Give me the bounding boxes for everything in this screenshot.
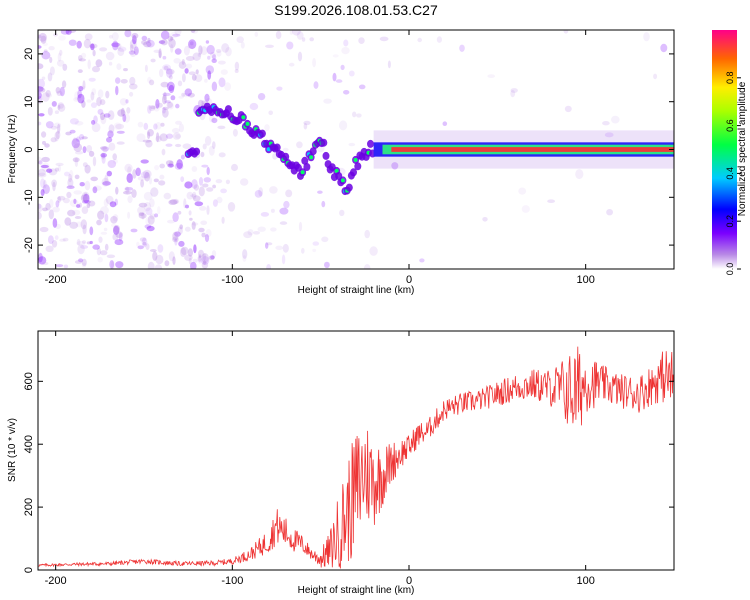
spectrogram-y-tick-2: 0 xyxy=(23,146,35,152)
colorbar-tick-2: 0.4 xyxy=(725,167,735,180)
colorbar-tick-4: 0.8 xyxy=(725,72,735,85)
snr-y-ticks: 0 200 400 600 xyxy=(23,372,674,573)
spectrogram-x-tick-1: -100 xyxy=(221,274,243,286)
snr-series-line xyxy=(38,346,674,569)
spectrogram-y-label: Frequency (Hz) xyxy=(7,115,18,184)
spectrogram-x-tick-3: 100 xyxy=(576,274,594,286)
spectrogram-y-tick-1: 10 xyxy=(23,96,35,108)
snr-x-label: Height of straight line (km) xyxy=(298,585,415,596)
colorbar-label: Normalized spectral amplitude xyxy=(737,81,748,216)
colorbar-gradient xyxy=(712,30,737,269)
snr-x-tick-0: -200 xyxy=(45,575,67,587)
spectrogram-y-tick-4: -20 xyxy=(23,237,35,253)
spectrogram-ridge xyxy=(184,102,674,196)
snr-x-tick-3: 100 xyxy=(576,575,594,587)
spectrogram-content xyxy=(38,30,674,269)
snr-content xyxy=(38,346,674,569)
spectrogram-y-ticks: 20 10 0 -10 -20 xyxy=(23,48,674,253)
spectrogram-x-tick-0: -200 xyxy=(45,274,67,286)
snr-x-tick-1: -100 xyxy=(221,575,243,587)
figure-title: S199.2026.108.01.53.C27 xyxy=(274,2,438,18)
colorbar-tick-3: 0.6 xyxy=(725,119,735,132)
colorbar-tick-0: 0.0 xyxy=(725,263,735,276)
spectrogram-y-tick-0: 20 xyxy=(23,48,35,60)
colorbar-tick-1: 0.2 xyxy=(725,215,735,228)
snr-y-tick-3: 600 xyxy=(23,372,35,390)
snr-x-ticks: -200 -100 0 100 xyxy=(45,331,595,587)
spectrogram-y-tick-3: -10 xyxy=(23,189,35,205)
snr-y-tick-1: 200 xyxy=(23,498,35,516)
snr-x-tick-2: 0 xyxy=(406,575,412,587)
snr-y-label: SNR (10 * v/v) xyxy=(7,418,18,482)
colorbar-ticks: 0.0 0.2 0.4 0.6 0.8 xyxy=(725,72,741,276)
steady-band-haze xyxy=(373,130,674,169)
steady-band-core xyxy=(391,147,674,152)
spectrogram-x-tick-2: 0 xyxy=(406,274,412,286)
snr-panel: -200 -100 0 100 0 200 400 600 Height of straig… xyxy=(7,330,675,596)
spectrogram-x-label: Height of straight line (km) xyxy=(298,285,415,296)
snr-y-tick-0: 0 xyxy=(23,567,35,573)
spectrogram-x-ticks: -200 -100 0 100 xyxy=(45,30,595,286)
snr-y-tick-2: 400 xyxy=(23,435,35,453)
colorbar: 0.0 0.2 0.4 0.6 0.8 Normalized spectral ampl… xyxy=(712,30,748,275)
